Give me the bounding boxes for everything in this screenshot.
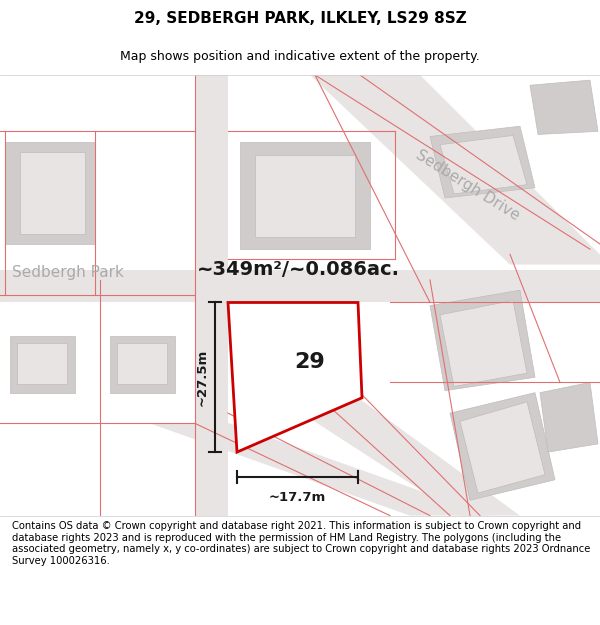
Polygon shape: [440, 301, 527, 386]
Polygon shape: [195, 75, 228, 516]
Bar: [117, 344, 167, 384]
Text: 29: 29: [295, 352, 325, 372]
Bar: [17, 344, 67, 384]
Polygon shape: [460, 402, 545, 493]
Polygon shape: [430, 290, 535, 391]
Text: 29, SEDBERGH PARK, ILKLEY, LS29 8SZ: 29, SEDBERGH PARK, ILKLEY, LS29 8SZ: [134, 11, 466, 26]
Bar: [240, 142, 370, 249]
Text: ~17.7m: ~17.7m: [269, 491, 326, 504]
Bar: [110, 336, 175, 392]
Bar: [20, 152, 85, 234]
Text: Map shows position and indicative extent of the property.: Map shows position and indicative extent…: [120, 50, 480, 62]
Bar: [245, 321, 325, 382]
Text: Contains OS data © Crown copyright and database right 2021. This information is : Contains OS data © Crown copyright and d…: [12, 521, 590, 566]
Polygon shape: [440, 136, 527, 194]
Polygon shape: [270, 378, 520, 516]
Polygon shape: [150, 423, 490, 516]
Polygon shape: [310, 75, 600, 264]
Bar: [10, 336, 75, 392]
Text: ~349m²/~0.086ac.: ~349m²/~0.086ac.: [197, 260, 400, 279]
Text: ~27.5m: ~27.5m: [196, 349, 209, 406]
Text: Sedbergh Park: Sedbergh Park: [12, 265, 124, 280]
Bar: [5, 142, 95, 244]
Text: Sedbergh Drive: Sedbergh Drive: [413, 148, 523, 224]
Polygon shape: [228, 302, 362, 452]
Bar: [252, 328, 317, 376]
Polygon shape: [540, 382, 598, 452]
Polygon shape: [0, 270, 600, 302]
Polygon shape: [450, 392, 555, 500]
Polygon shape: [530, 80, 598, 134]
Bar: [255, 155, 355, 237]
Polygon shape: [430, 126, 535, 198]
